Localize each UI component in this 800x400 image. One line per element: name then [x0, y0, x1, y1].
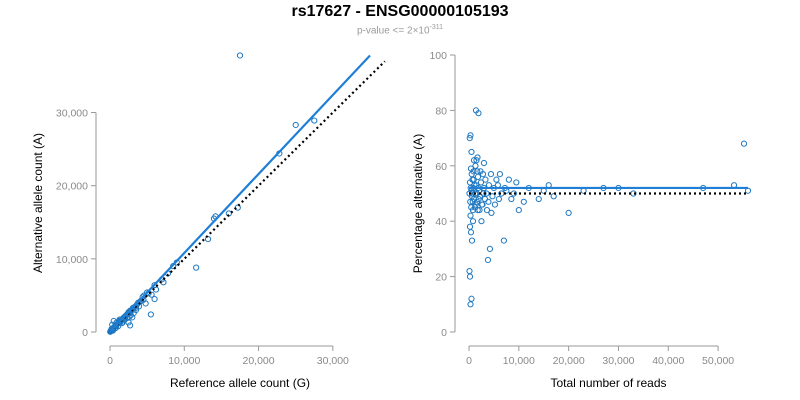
- right-data-point: [510, 190, 517, 197]
- left-x-tick-label: 0: [107, 355, 113, 367]
- right-data-point: [467, 301, 474, 308]
- right-data-point: [478, 218, 485, 225]
- right-data-point: [520, 198, 527, 205]
- right-data-point: [493, 176, 500, 183]
- right-data-point: [474, 207, 481, 214]
- right-data-point: [469, 218, 477, 225]
- right-data-point: [482, 176, 489, 183]
- left-data-point: [151, 295, 158, 303]
- right-data-point: [508, 195, 515, 203]
- right-x-tick-label: 40,000: [652, 355, 684, 367]
- pvalue-prefix: p-value <= 2×10: [356, 25, 430, 37]
- right-x-tick-label: 30,000: [602, 355, 634, 367]
- left-y-tick-label: 0: [82, 327, 88, 339]
- left-data-point: [193, 264, 200, 271]
- right-data-point: [479, 201, 486, 208]
- right-data-point: [466, 267, 473, 275]
- right-data-point: [467, 229, 475, 236]
- right-data-point: [470, 157, 478, 164]
- right-data-point: [487, 171, 495, 178]
- right-data-point: [550, 193, 557, 200]
- right-data-point: [467, 212, 474, 219]
- right-data-point: [486, 245, 494, 252]
- left-fit-line: [109, 54, 371, 333]
- left-data-point: [126, 322, 134, 329]
- right-y-tick-label: 20: [435, 272, 447, 284]
- right-data-point: [475, 195, 482, 203]
- pvalue-exponent: -311: [429, 24, 444, 31]
- right-data-point: [476, 207, 483, 214]
- right-y-tick-label: 60: [435, 161, 447, 173]
- right-data-point: [535, 195, 542, 203]
- right-data-point: [485, 198, 492, 205]
- left-x-tick-label: 10,000: [168, 355, 200, 367]
- right-data-point: [472, 162, 479, 169]
- right-x-tick-label: 20,000: [553, 355, 585, 367]
- left-y-tick-label: 30,000: [56, 108, 88, 120]
- right-data-point: [466, 223, 474, 230]
- right-data-point: [740, 140, 748, 147]
- chart-title: rs17627 - ENSG00000105193: [291, 3, 509, 20]
- left-data-point: [311, 117, 318, 124]
- right-data-point: [472, 201, 479, 208]
- right-data-point: [467, 198, 474, 205]
- right-data-point: [468, 148, 475, 156]
- right-data-point: [496, 171, 503, 178]
- left-data-point: [236, 52, 244, 59]
- right-data-point: [481, 195, 489, 203]
- right-y-axis-label: Percentage alternative (A): [411, 134, 425, 273]
- right-y-tick-label: 100: [429, 50, 447, 62]
- right-data-point: [495, 195, 502, 203]
- left-y-tick-label: 10,000: [56, 254, 88, 266]
- left-reference-line: [109, 60, 386, 333]
- right-data-point: [477, 179, 485, 186]
- right-data-point: [466, 135, 473, 142]
- right-data-point: [513, 179, 520, 186]
- right-data-point: [468, 171, 475, 178]
- right-data-point: [468, 237, 476, 244]
- right-data-point: [466, 190, 473, 197]
- right-data-point: [489, 193, 496, 200]
- left-data-point: [147, 311, 154, 318]
- right-data-point: [488, 209, 495, 216]
- left-y-tick-label: 20,000: [56, 181, 88, 193]
- right-data-point: [475, 110, 482, 117]
- right-y-tick-label: 40: [435, 216, 447, 228]
- right-x-tick-label: 0: [466, 355, 472, 367]
- left-y-axis-label: Alternative allele count (A): [31, 133, 45, 273]
- right-data-point: [505, 176, 512, 183]
- left-x-axis-label: Reference allele count (G): [170, 376, 310, 390]
- right-data-point: [480, 159, 488, 167]
- right-y-tick-label: 80: [435, 105, 447, 117]
- left-data-point: [129, 314, 136, 321]
- right-data-point: [484, 256, 492, 264]
- right-data-point: [474, 168, 481, 175]
- right-data-point: [468, 204, 475, 211]
- right-data-point: [468, 295, 475, 302]
- right-data-point: [467, 132, 474, 139]
- left-data-point: [292, 121, 299, 129]
- right-data-point: [491, 201, 499, 208]
- right-data-point: [483, 207, 491, 214]
- right-x-tick-label: 10,000: [503, 355, 535, 367]
- right-x-axis-label: Total number of reads: [550, 376, 666, 390]
- right-data-point: [466, 273, 474, 280]
- right-data-point: [498, 190, 505, 197]
- right-data-point: [515, 207, 522, 214]
- right-y-tick-label: 0: [441, 327, 447, 339]
- pvalue-subtitle: p-value <= 2×10-311: [0, 24, 800, 36]
- right-x-tick-label: 50,000: [702, 355, 734, 367]
- left-x-tick-label: 30,000: [317, 355, 349, 367]
- right-data-point: [477, 168, 484, 175]
- left-x-tick-label: 20,000: [243, 355, 275, 367]
- right-data-point: [470, 176, 477, 183]
- right-data-point: [565, 209, 572, 216]
- right-data-point: [473, 157, 480, 164]
- right-data-point: [500, 237, 507, 244]
